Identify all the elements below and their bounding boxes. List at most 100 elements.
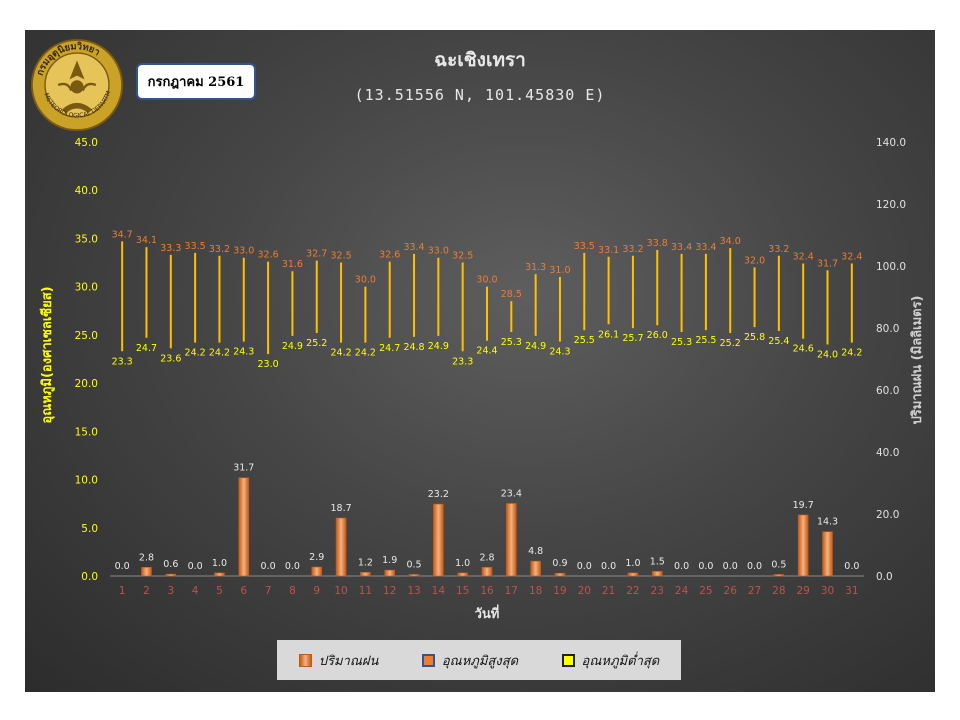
min-temp-label: 26.0 [647,330,668,341]
max-temp-label: 30.0 [476,275,497,286]
legend-item-rain: ปริมาณฝน [298,650,379,671]
min-temp-label: 23.0 [258,359,279,370]
rain-bar [481,567,493,577]
y-right-tick-label: 40.0 [876,447,899,459]
x-tick-label: 14 [432,585,446,597]
min-temp-label: 24.3 [549,347,570,358]
min-temp-label: 24.2 [330,348,351,359]
rain-bar [384,569,396,577]
rain-data-label: 0.0 [674,561,689,572]
y-right-tick-label: 140.0 [876,137,906,149]
max-temp-label: 33.4 [671,242,692,253]
rain-bar [433,503,444,577]
x-tick-label: 4 [192,585,199,597]
y-left-tick-label: 40.0 [75,185,98,197]
y-left-tick-label: 15.0 [75,426,98,438]
rain-bar [822,531,833,577]
max-temp-label: 33.2 [768,244,789,255]
min-temp-label: 24.6 [793,344,814,355]
rain-data-label: 14.3 [817,517,838,528]
min-temp-label: 23.3 [112,356,133,367]
max-temp-label: 33.5 [574,241,595,252]
y-left-axis-label: อุณหภูมิ(องศาเซลเซียส) [39,286,55,423]
max-temp-label: 33.0 [428,246,449,257]
rain-data-label: 0.0 [261,561,276,572]
rain-bar [627,572,639,577]
max-temp-label: 33.8 [647,238,668,249]
x-tick-label: 27 [748,585,761,597]
min-temp-label: 24.7 [379,343,400,354]
rain-data-label: 2.9 [309,552,324,563]
min-temp-label: 24.3 [233,347,254,358]
min-temp-label: 24.0 [817,350,838,361]
chart-legend: ปริมาณฝน อุณหภูมิสูงสุด อุณหภูมิต่ำสุด [277,640,681,680]
meteorological-department-logo: กรมอุตุนิยมวิทยา METEOROLOGICAL DEPARTME… [30,38,124,132]
max-temp-label: 34.0 [720,236,741,247]
rain-data-label: 1.2 [358,557,373,568]
max-temp-label: 32.0 [744,255,765,266]
min-temp-label: 24.9 [525,341,546,352]
min-temp-label: 24.4 [476,346,497,357]
x-tick-label: 17 [505,585,518,597]
rain-bar [360,571,371,577]
x-tick-label: 18 [529,585,542,597]
max-temp-label: 33.0 [233,246,254,257]
y-right-tick-label: 100.0 [876,261,906,273]
min-temp-label: 25.4 [768,336,789,347]
rain-bar [797,514,809,577]
rain-data-label: 19.7 [793,500,814,511]
max-temp-label: 28.5 [501,289,522,300]
max-temp-label: 33.3 [160,243,181,254]
rain-data-label: 0.0 [577,561,592,572]
min-temp-label: 25.8 [744,332,765,343]
max-temp-label: 34.1 [136,235,157,246]
max-temp-label: 33.2 [209,244,230,255]
x-tick-label: 24 [675,585,689,597]
max-temp-label: 30.0 [355,275,376,286]
min-temp-label: 25.5 [695,335,716,346]
rain-data-label: 0.0 [285,561,300,572]
min-temp-label: 25.7 [622,333,643,344]
max-temp-label: 32.4 [793,252,814,263]
rain-bar [530,560,541,577]
y-left-tick-label: 5.0 [81,523,98,535]
x-tick-label: 12 [383,585,396,597]
min-temp-label: 23.6 [160,353,181,364]
rain-data-label: 0.0 [747,561,762,572]
legend-item-min-temp: อุณหภูมิต่ำสุด [561,650,660,671]
x-tick-label: 10 [334,585,347,597]
min-temp-label: 24.9 [282,341,303,352]
min-temp-label: 24.8 [403,342,424,353]
max-temp-label: 33.4 [403,242,424,253]
rain-bar [651,571,663,577]
x-tick-label: 19 [553,585,566,597]
x-tick-label: 16 [480,585,494,597]
rain-data-label: 0.9 [552,558,567,569]
min-temp-label: 24.2 [209,348,230,359]
x-tick-label: 5 [216,585,223,597]
min-temp-label: 26.1 [598,329,619,340]
min-temp-label: 25.3 [501,337,522,348]
y-right-axis-label: ปริมาณฝน (มิลลิเมตร) [910,295,925,424]
chart-panel [25,30,935,692]
rain-data-label: 2.8 [139,552,154,563]
y-right-tick-label: 80.0 [876,323,899,335]
max-temp-label: 32.5 [452,251,473,262]
y-left-tick-label: 0.0 [81,571,98,583]
max-temp-label: 31.7 [817,258,838,269]
rain-data-label: 0.0 [698,561,713,572]
x-tick-label: 6 [240,585,247,597]
x-tick-label: 7 [265,585,272,597]
legend-label-min-temp: อุณหภูมิต่ำสุด [581,653,660,669]
y-right-tick-label: 60.0 [876,385,899,397]
legend-label-rain: ปริมาณฝน [318,653,379,669]
rain-bar [773,574,785,577]
rain-data-label: 0.0 [188,561,203,572]
rain-data-label: 4.8 [528,546,543,557]
rain-bar [311,566,323,577]
rain-bar [214,572,225,577]
legend-label-max-temp: อุณหภูมิสูงสุด [441,653,519,669]
y-right-tick-label: 0.0 [876,571,893,583]
y-left-tick-label: 20.0 [75,378,98,390]
